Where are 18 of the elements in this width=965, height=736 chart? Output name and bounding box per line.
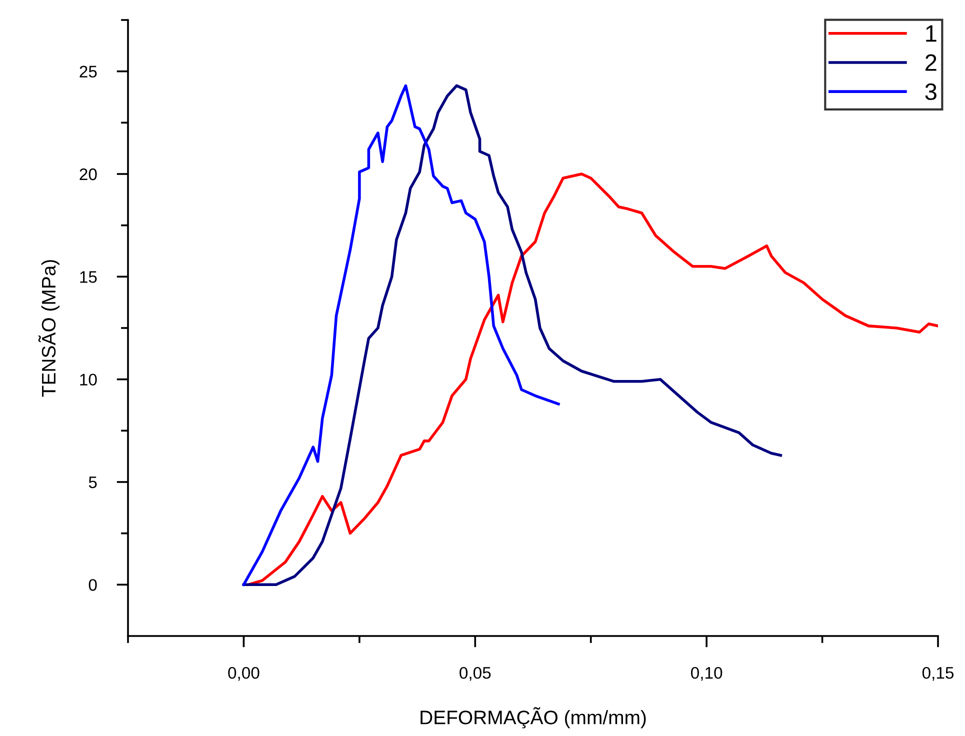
y-tick-label: 5 (88, 476, 97, 488)
x-tick-label: 0,00 (228, 666, 260, 681)
y-tick-label: 25 (80, 66, 97, 78)
y-tick-label: 10 (80, 374, 97, 386)
line-series (246, 172, 938, 586)
x-tick-label: 0,05 (460, 666, 491, 681)
x-axis-title: DEFORMAÇÃO (mm/mm) (420, 707, 646, 728)
y-axis-title: TENSÃO (MPa) (38, 260, 60, 397)
x-tick-label: 0,15 (922, 666, 954, 681)
y-tick-label: 15 (80, 271, 97, 283)
x-tick-label: 0,10 (691, 666, 722, 681)
y-tick-label: 0 (88, 579, 97, 591)
legend-label: 2 (926, 54, 936, 71)
line-series (242, 84, 782, 586)
legend-label: 3 (925, 83, 936, 100)
line-series (242, 84, 560, 586)
y-tick-label: 20 (80, 168, 97, 180)
legend-label: 1 (926, 25, 936, 42)
